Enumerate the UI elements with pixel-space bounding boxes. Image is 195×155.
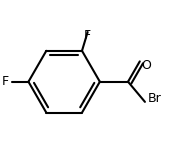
Text: F: F: [2, 75, 9, 88]
Text: F: F: [84, 29, 91, 42]
Text: Br: Br: [148, 92, 161, 105]
Text: O: O: [142, 59, 152, 72]
